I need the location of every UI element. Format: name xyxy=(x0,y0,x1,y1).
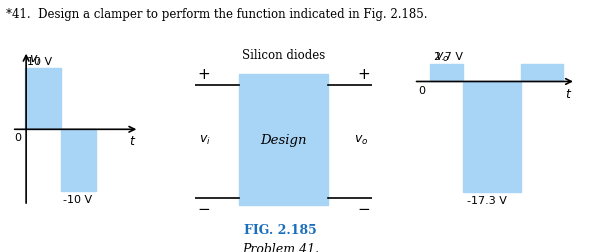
Text: Design: Design xyxy=(261,133,307,146)
Bar xyxy=(25,69,61,130)
Text: $v_o$: $v_o$ xyxy=(355,133,369,146)
Text: −: − xyxy=(197,201,210,216)
Text: -17.3 V: -17.3 V xyxy=(467,195,506,205)
Text: +: + xyxy=(357,67,370,82)
Text: $v_o$: $v_o$ xyxy=(435,50,450,64)
Bar xyxy=(430,65,463,82)
Text: +: + xyxy=(197,67,210,82)
Text: $v_i$: $v_i$ xyxy=(199,133,210,146)
Bar xyxy=(521,65,563,82)
Text: 0: 0 xyxy=(418,85,426,95)
Text: $v_i$: $v_i$ xyxy=(29,53,41,67)
Text: -10 V: -10 V xyxy=(63,194,92,204)
Text: 10 V: 10 V xyxy=(27,57,53,67)
Text: 2.7 V: 2.7 V xyxy=(434,52,463,62)
Text: 0: 0 xyxy=(14,133,21,143)
Text: $t$: $t$ xyxy=(129,135,137,148)
Bar xyxy=(239,74,328,205)
Text: *41.  Design a clamper to perform the function indicated in Fig. 2.185.: *41. Design a clamper to perform the fun… xyxy=(6,8,427,20)
Bar xyxy=(463,82,521,192)
Text: FIG. 2.185: FIG. 2.185 xyxy=(244,223,317,236)
Bar xyxy=(61,130,96,191)
Text: Silicon diodes: Silicon diodes xyxy=(242,49,325,62)
Text: −: − xyxy=(357,201,370,216)
Text: Problem 41.: Problem 41. xyxy=(242,242,319,252)
Text: $t$: $t$ xyxy=(565,87,573,100)
